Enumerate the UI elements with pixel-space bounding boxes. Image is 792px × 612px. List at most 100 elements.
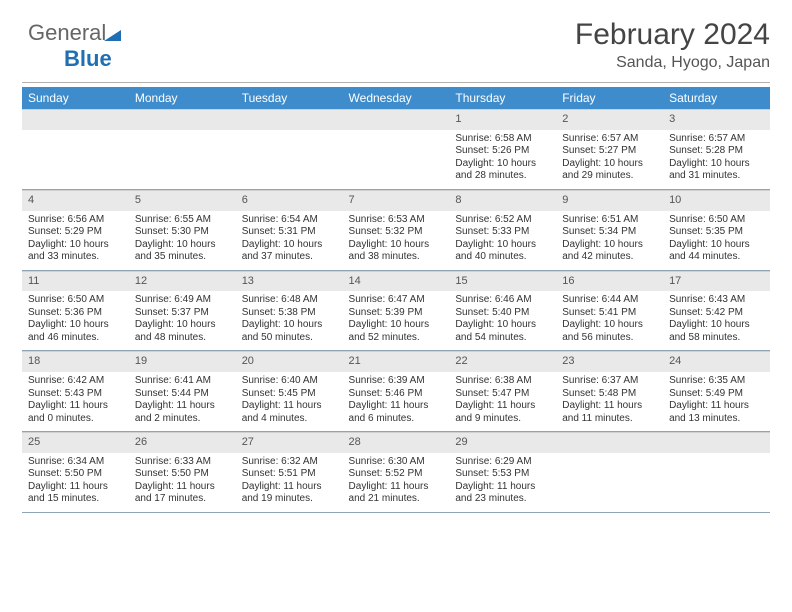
day-details: Sunrise: 6:34 AMSunset: 5:50 PMDaylight:… [22,453,129,512]
sunrise-line: Sunrise: 6:30 AM [349,456,444,469]
day-number [236,109,343,130]
sunrise-line: Sunrise: 6:29 AM [455,456,550,469]
sunset-line: Sunset: 5:47 PM [455,388,550,401]
sunrise-line: Sunrise: 6:52 AM [455,214,550,227]
daylight-line: Daylight: 10 hours and 40 minutes. [455,239,550,264]
sunrise-line: Sunrise: 6:38 AM [455,375,550,388]
sunset-line: Sunset: 5:50 PM [28,468,123,481]
day-number: 12 [129,271,236,292]
sunrise-line: Sunrise: 6:40 AM [242,375,337,388]
sunrise-line: Sunrise: 6:34 AM [28,456,123,469]
sunset-line: Sunset: 5:29 PM [28,226,123,239]
calendar-week-row: 1Sunrise: 6:58 AMSunset: 5:26 PMDaylight… [22,109,770,189]
day-details: Sunrise: 6:33 AMSunset: 5:50 PMDaylight:… [129,453,236,512]
day-number: 26 [129,432,236,453]
day-number [556,432,663,453]
sunset-line: Sunset: 5:37 PM [135,307,230,320]
daylight-line: Daylight: 10 hours and 38 minutes. [349,239,444,264]
calendar-empty-cell [343,109,450,189]
month-title: February 2024 [22,18,770,52]
brand-logo: General Blue [28,20,122,72]
day-details: Sunrise: 6:29 AMSunset: 5:53 PMDaylight:… [449,453,556,512]
sunrise-line: Sunrise: 6:35 AM [669,375,764,388]
calendar-day-cell: 22Sunrise: 6:38 AMSunset: 5:47 PMDayligh… [449,351,556,432]
day-number: 19 [129,351,236,372]
sunset-line: Sunset: 5:27 PM [562,145,657,158]
calendar-week-row: 18Sunrise: 6:42 AMSunset: 5:43 PMDayligh… [22,351,770,432]
location-subtitle: Sanda, Hyogo, Japan [22,54,770,72]
day-details [556,453,663,505]
sunset-line: Sunset: 5:30 PM [135,226,230,239]
sunrise-line: Sunrise: 6:33 AM [135,456,230,469]
calendar-day-cell: 19Sunrise: 6:41 AMSunset: 5:44 PMDayligh… [129,351,236,432]
day-details: Sunrise: 6:55 AMSunset: 5:30 PMDaylight:… [129,211,236,270]
calendar-empty-cell [236,109,343,189]
sunset-line: Sunset: 5:43 PM [28,388,123,401]
day-number: 15 [449,271,556,292]
brand-part2: Blue [64,46,112,71]
sunset-line: Sunset: 5:53 PM [455,468,550,481]
sunrise-line: Sunrise: 6:42 AM [28,375,123,388]
sunset-line: Sunset: 5:26 PM [455,145,550,158]
day-details: Sunrise: 6:32 AMSunset: 5:51 PMDaylight:… [236,453,343,512]
calendar-day-cell: 4Sunrise: 6:56 AMSunset: 5:29 PMDaylight… [22,189,129,270]
sunrise-line: Sunrise: 6:50 AM [669,214,764,227]
day-number: 16 [556,271,663,292]
day-number: 10 [663,190,770,211]
calendar-day-cell: 6Sunrise: 6:54 AMSunset: 5:31 PMDaylight… [236,189,343,270]
day-details: Sunrise: 6:51 AMSunset: 5:34 PMDaylight:… [556,211,663,270]
sunset-line: Sunset: 5:35 PM [669,226,764,239]
sunrise-line: Sunrise: 6:57 AM [669,133,764,146]
brand-triangle-icon [104,28,122,42]
day-number: 9 [556,190,663,211]
day-number: 6 [236,190,343,211]
sunrise-line: Sunrise: 6:54 AM [242,214,337,227]
daylight-line: Daylight: 11 hours and 4 minutes. [242,400,337,425]
day-number: 7 [343,190,450,211]
day-number: 11 [22,271,129,292]
sunrise-line: Sunrise: 6:41 AM [135,375,230,388]
day-number: 29 [449,432,556,453]
sunrise-line: Sunrise: 6:58 AM [455,133,550,146]
daylight-line: Daylight: 11 hours and 9 minutes. [455,400,550,425]
daylight-line: Daylight: 10 hours and 28 minutes. [455,158,550,183]
calendar-day-cell: 20Sunrise: 6:40 AMSunset: 5:45 PMDayligh… [236,351,343,432]
day-number: 20 [236,351,343,372]
daylight-line: Daylight: 10 hours and 46 minutes. [28,319,123,344]
daylight-line: Daylight: 11 hours and 23 minutes. [455,481,550,506]
sunrise-line: Sunrise: 6:55 AM [135,214,230,227]
day-details [129,130,236,182]
day-details: Sunrise: 6:58 AMSunset: 5:26 PMDaylight:… [449,130,556,189]
day-details [236,130,343,182]
day-details: Sunrise: 6:44 AMSunset: 5:41 PMDaylight:… [556,291,663,350]
day-details: Sunrise: 6:52 AMSunset: 5:33 PMDaylight:… [449,211,556,270]
daylight-line: Daylight: 11 hours and 21 minutes. [349,481,444,506]
sunset-line: Sunset: 5:40 PM [455,307,550,320]
sunset-line: Sunset: 5:31 PM [242,226,337,239]
day-number [129,109,236,130]
header-rule [22,82,770,83]
sunrise-line: Sunrise: 6:51 AM [562,214,657,227]
daylight-line: Daylight: 11 hours and 6 minutes. [349,400,444,425]
sunset-line: Sunset: 5:34 PM [562,226,657,239]
weekday-header: Wednesday [343,87,450,109]
day-details: Sunrise: 6:39 AMSunset: 5:46 PMDaylight:… [343,372,450,431]
calendar-day-cell: 28Sunrise: 6:30 AMSunset: 5:52 PMDayligh… [343,432,450,513]
daylight-line: Daylight: 11 hours and 2 minutes. [135,400,230,425]
sunrise-line: Sunrise: 6:47 AM [349,294,444,307]
header-block: February 2024 Sanda, Hyogo, Japan [22,18,770,72]
day-details: Sunrise: 6:37 AMSunset: 5:48 PMDaylight:… [556,372,663,431]
day-details: Sunrise: 6:49 AMSunset: 5:37 PMDaylight:… [129,291,236,350]
day-details: Sunrise: 6:57 AMSunset: 5:27 PMDaylight:… [556,130,663,189]
daylight-line: Daylight: 10 hours and 56 minutes. [562,319,657,344]
sunrise-line: Sunrise: 6:53 AM [349,214,444,227]
day-details: Sunrise: 6:47 AMSunset: 5:39 PMDaylight:… [343,291,450,350]
calendar-day-cell: 9Sunrise: 6:51 AMSunset: 5:34 PMDaylight… [556,189,663,270]
daylight-line: Daylight: 10 hours and 35 minutes. [135,239,230,264]
day-details: Sunrise: 6:42 AMSunset: 5:43 PMDaylight:… [22,372,129,431]
daylight-line: Daylight: 11 hours and 19 minutes. [242,481,337,506]
day-details: Sunrise: 6:30 AMSunset: 5:52 PMDaylight:… [343,453,450,512]
day-details: Sunrise: 6:50 AMSunset: 5:35 PMDaylight:… [663,211,770,270]
daylight-line: Daylight: 11 hours and 0 minutes. [28,400,123,425]
calendar-body: 1Sunrise: 6:58 AMSunset: 5:26 PMDaylight… [22,109,770,512]
